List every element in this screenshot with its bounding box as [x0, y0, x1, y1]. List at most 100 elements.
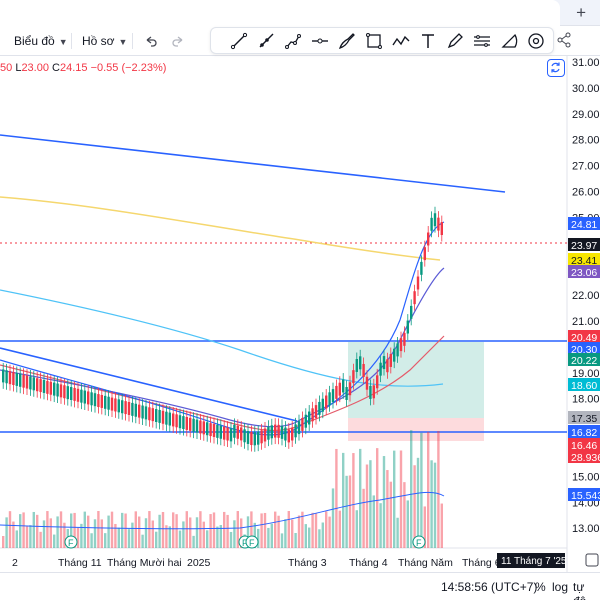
candle-body [110, 397, 114, 411]
price-label-value: 23.06 [571, 267, 597, 279]
volume-bar [131, 522, 134, 548]
candle-body [294, 424, 297, 438]
y-tick-label: 26.00 [572, 187, 600, 199]
candle-body [318, 401, 321, 415]
volume-bar [389, 481, 392, 548]
price-label-tag [568, 378, 600, 391]
pie-tool-icon[interactable] [499, 31, 519, 51]
candle-body [22, 374, 25, 388]
profile-menu[interactable]: Hồ sơ ▼ [82, 31, 127, 51]
y-tick-label: 18.00 [572, 394, 600, 406]
volume-bar [189, 517, 192, 548]
volume-bar [427, 431, 430, 548]
new-tab-plus-icon[interactable]: + [576, 3, 586, 22]
volume-bar [240, 518, 243, 548]
brush-icon[interactable] [337, 31, 357, 51]
candle-body [19, 373, 22, 387]
toolbar-divider [132, 33, 133, 49]
volume-bar [335, 448, 338, 548]
candle-body [148, 407, 151, 421]
line-tool-icon[interactable] [229, 31, 249, 51]
volume-bar [155, 531, 158, 548]
percent-toggle[interactable]: % [535, 580, 546, 594]
candle-body [406, 320, 409, 334]
candle-body [304, 414, 307, 428]
redo-button[interactable] [170, 31, 186, 51]
candle-body [59, 384, 63, 398]
price-label-tag [568, 342, 600, 355]
candle-body [189, 417, 192, 431]
zigzag-icon[interactable] [391, 31, 411, 51]
refresh-button[interactable] [547, 59, 565, 77]
ohlc-legend: 50 L23.00 C24.15 −0.55 (−2.23%) [0, 61, 166, 75]
candle-body [121, 400, 124, 414]
drawing-tools-panel [210, 27, 554, 54]
crosshair-date-label: 11 Tháng 7 '25 [501, 556, 567, 567]
candle-body [219, 425, 222, 439]
event-marker-label: F [242, 538, 248, 548]
profile-label: Hồ sơ [82, 34, 115, 48]
volume-bar [274, 511, 277, 548]
volume-bar [250, 511, 253, 548]
volume-bar [260, 513, 263, 548]
auto-toggle[interactable]: tự độ [573, 580, 586, 600]
volume-bar [25, 526, 29, 548]
candle-body [403, 332, 406, 346]
candle-body [161, 410, 165, 424]
candle-body [413, 291, 416, 305]
volume-bar [182, 521, 185, 548]
candle-body [240, 427, 243, 441]
chevron-down-icon: ▼ [118, 37, 128, 47]
volume-bar [440, 503, 443, 548]
volume-bar [304, 524, 307, 548]
candle-body [427, 232, 430, 246]
candles-group [2, 206, 443, 452]
undo-button[interactable] [143, 31, 159, 51]
volume-bar [49, 518, 52, 548]
pen-icon[interactable] [445, 31, 465, 51]
volume-bar [19, 514, 22, 548]
event-marker-label: F [416, 538, 422, 548]
candle-body [362, 363, 365, 377]
volume-bar [46, 511, 49, 548]
share-button[interactable] [555, 30, 573, 50]
candle-body [393, 348, 396, 362]
rectangle-icon[interactable] [364, 31, 384, 51]
volume-bar [393, 450, 396, 548]
volume-bar [379, 503, 382, 548]
candle-body [117, 399, 120, 413]
volume-bar [56, 516, 59, 548]
parallel-channel-icon[interactable] [472, 31, 492, 51]
candle-body [359, 356, 362, 370]
candle-body [352, 370, 355, 384]
volume-bar [32, 511, 35, 548]
candle-body [280, 425, 284, 439]
event-marker-icon [64, 535, 78, 549]
event-marker-icon [245, 535, 259, 549]
path-tool-icon[interactable] [283, 31, 303, 51]
chevron-down-icon: ▼ [58, 37, 68, 47]
candle-body [342, 379, 345, 393]
text-tool-icon[interactable] [418, 31, 438, 51]
crosshair-date-tag [497, 553, 565, 568]
price-label-tag [568, 425, 600, 438]
ray-tool-icon[interactable] [256, 31, 276, 51]
circle-tool-icon[interactable] [526, 31, 546, 51]
price-label-value: 18.60 [571, 380, 597, 392]
candle-body [131, 402, 134, 416]
candle-body [25, 375, 29, 389]
candle-body [90, 392, 93, 406]
candle-body [233, 424, 236, 438]
candle-body [49, 381, 52, 395]
log-toggle[interactable]: log [552, 580, 569, 594]
y-tick-label: 15.00 [572, 471, 600, 483]
candle-body [104, 395, 107, 409]
toolbar-divider [71, 33, 72, 49]
volume-bar [209, 514, 212, 548]
tab-bar: + [0, 0, 600, 26]
horizontal-line-icon[interactable] [310, 31, 330, 51]
active-tab[interactable] [0, 0, 560, 26]
volume-bar [127, 529, 131, 548]
chart-type-menu[interactable]: Biểu đồ ▼ [14, 31, 68, 51]
